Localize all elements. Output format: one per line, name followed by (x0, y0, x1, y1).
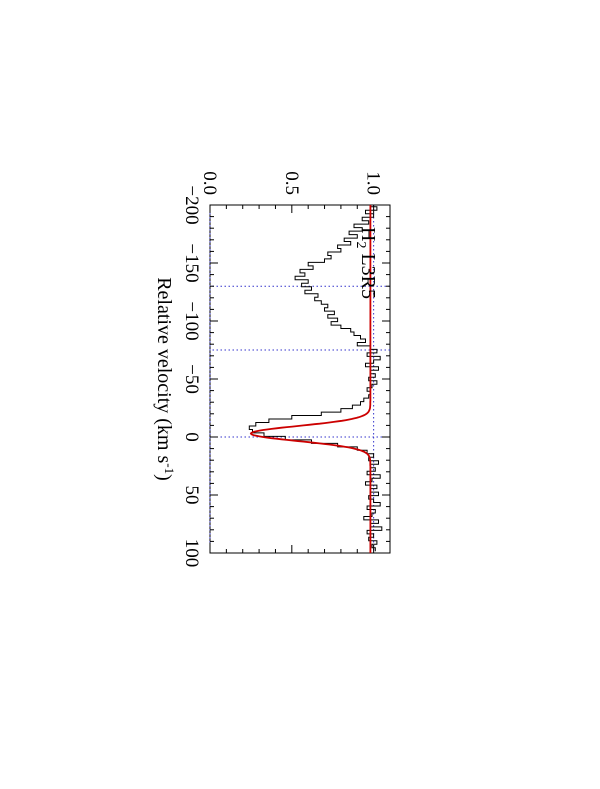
x-tick-label: 50 (181, 486, 202, 505)
y-tick-label: 0.5 (281, 171, 302, 195)
x-tick-label: −150 (181, 243, 202, 282)
x-tick-label: 0 (181, 432, 202, 442)
y-tick-label: 0.0 (199, 171, 220, 195)
spectrum-histogram (248, 205, 383, 552)
x-tick-label: −200 (181, 185, 202, 224)
model-fit-line (249, 205, 372, 553)
x-tick-label: 100 (181, 539, 202, 568)
x-tick-label: −100 (181, 301, 202, 340)
panel-label: H2 L3R5 (353, 227, 379, 299)
x-axis-title: Relative velocity (km s-1) (153, 277, 177, 481)
x-tick-label: −50 (181, 364, 202, 394)
y-tick-label: 1.0 (363, 171, 384, 195)
